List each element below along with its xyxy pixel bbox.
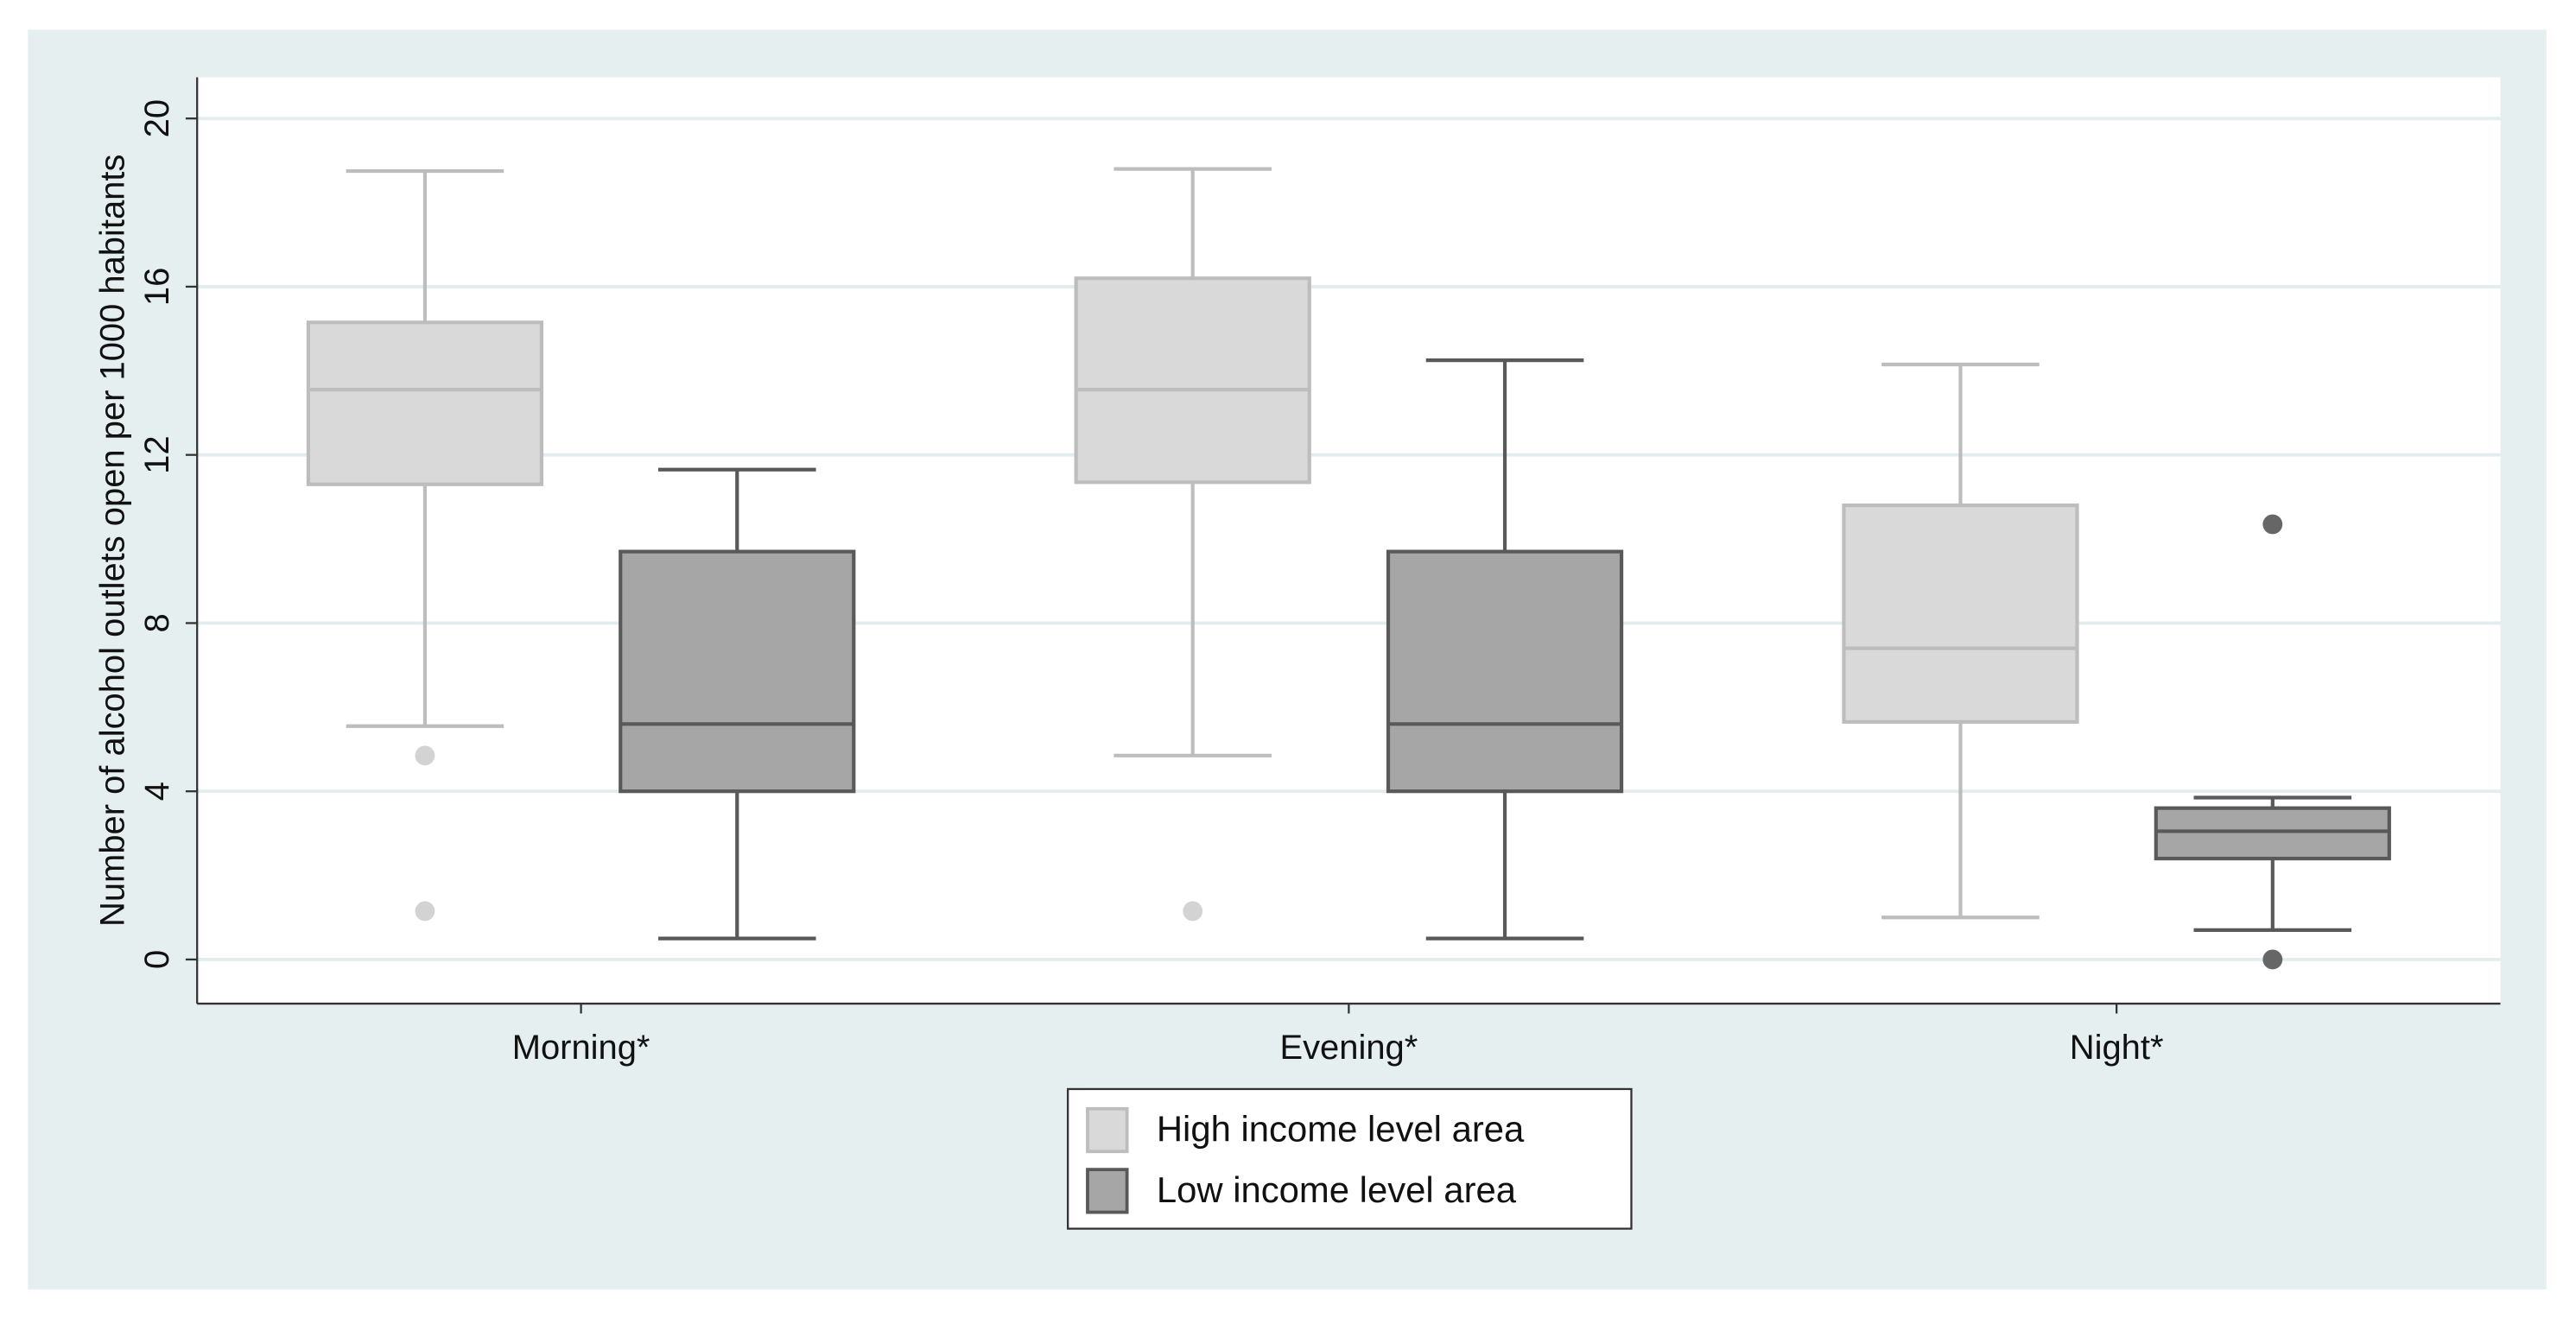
outlier [2262,514,2283,535]
outlier [415,901,435,922]
y-tick-label: 0 [138,950,176,969]
box [1074,276,1311,485]
y-axis-title: Number of alcohol outlets open per 1000 … [94,155,132,927]
y-tick-label: 8 [138,613,176,632]
y-tick-label: 12 [138,435,176,473]
y-tick-label: 4 [138,782,176,801]
box [619,549,856,794]
box [1386,549,1624,794]
plot-area [197,77,2501,1004]
outlier [1183,901,1203,922]
outlier [2262,949,2283,970]
legend-label: Low income level area [1157,1169,1517,1210]
y-tick-label: 20 [138,99,176,137]
legend-swatch [1086,1168,1129,1214]
legend-box [1067,1087,1633,1230]
x-tick-label: Evening* [1279,1029,1418,1067]
box [1842,504,2079,724]
outlier [415,745,435,766]
box [2154,806,2391,861]
x-tick-label: Night* [2070,1029,2164,1067]
legend-swatch [1086,1106,1129,1154]
x-tick-label: Morning* [512,1029,650,1067]
y-tick-label: 16 [138,268,176,306]
box [306,320,544,486]
legend-label: High income level area [1157,1108,1525,1149]
